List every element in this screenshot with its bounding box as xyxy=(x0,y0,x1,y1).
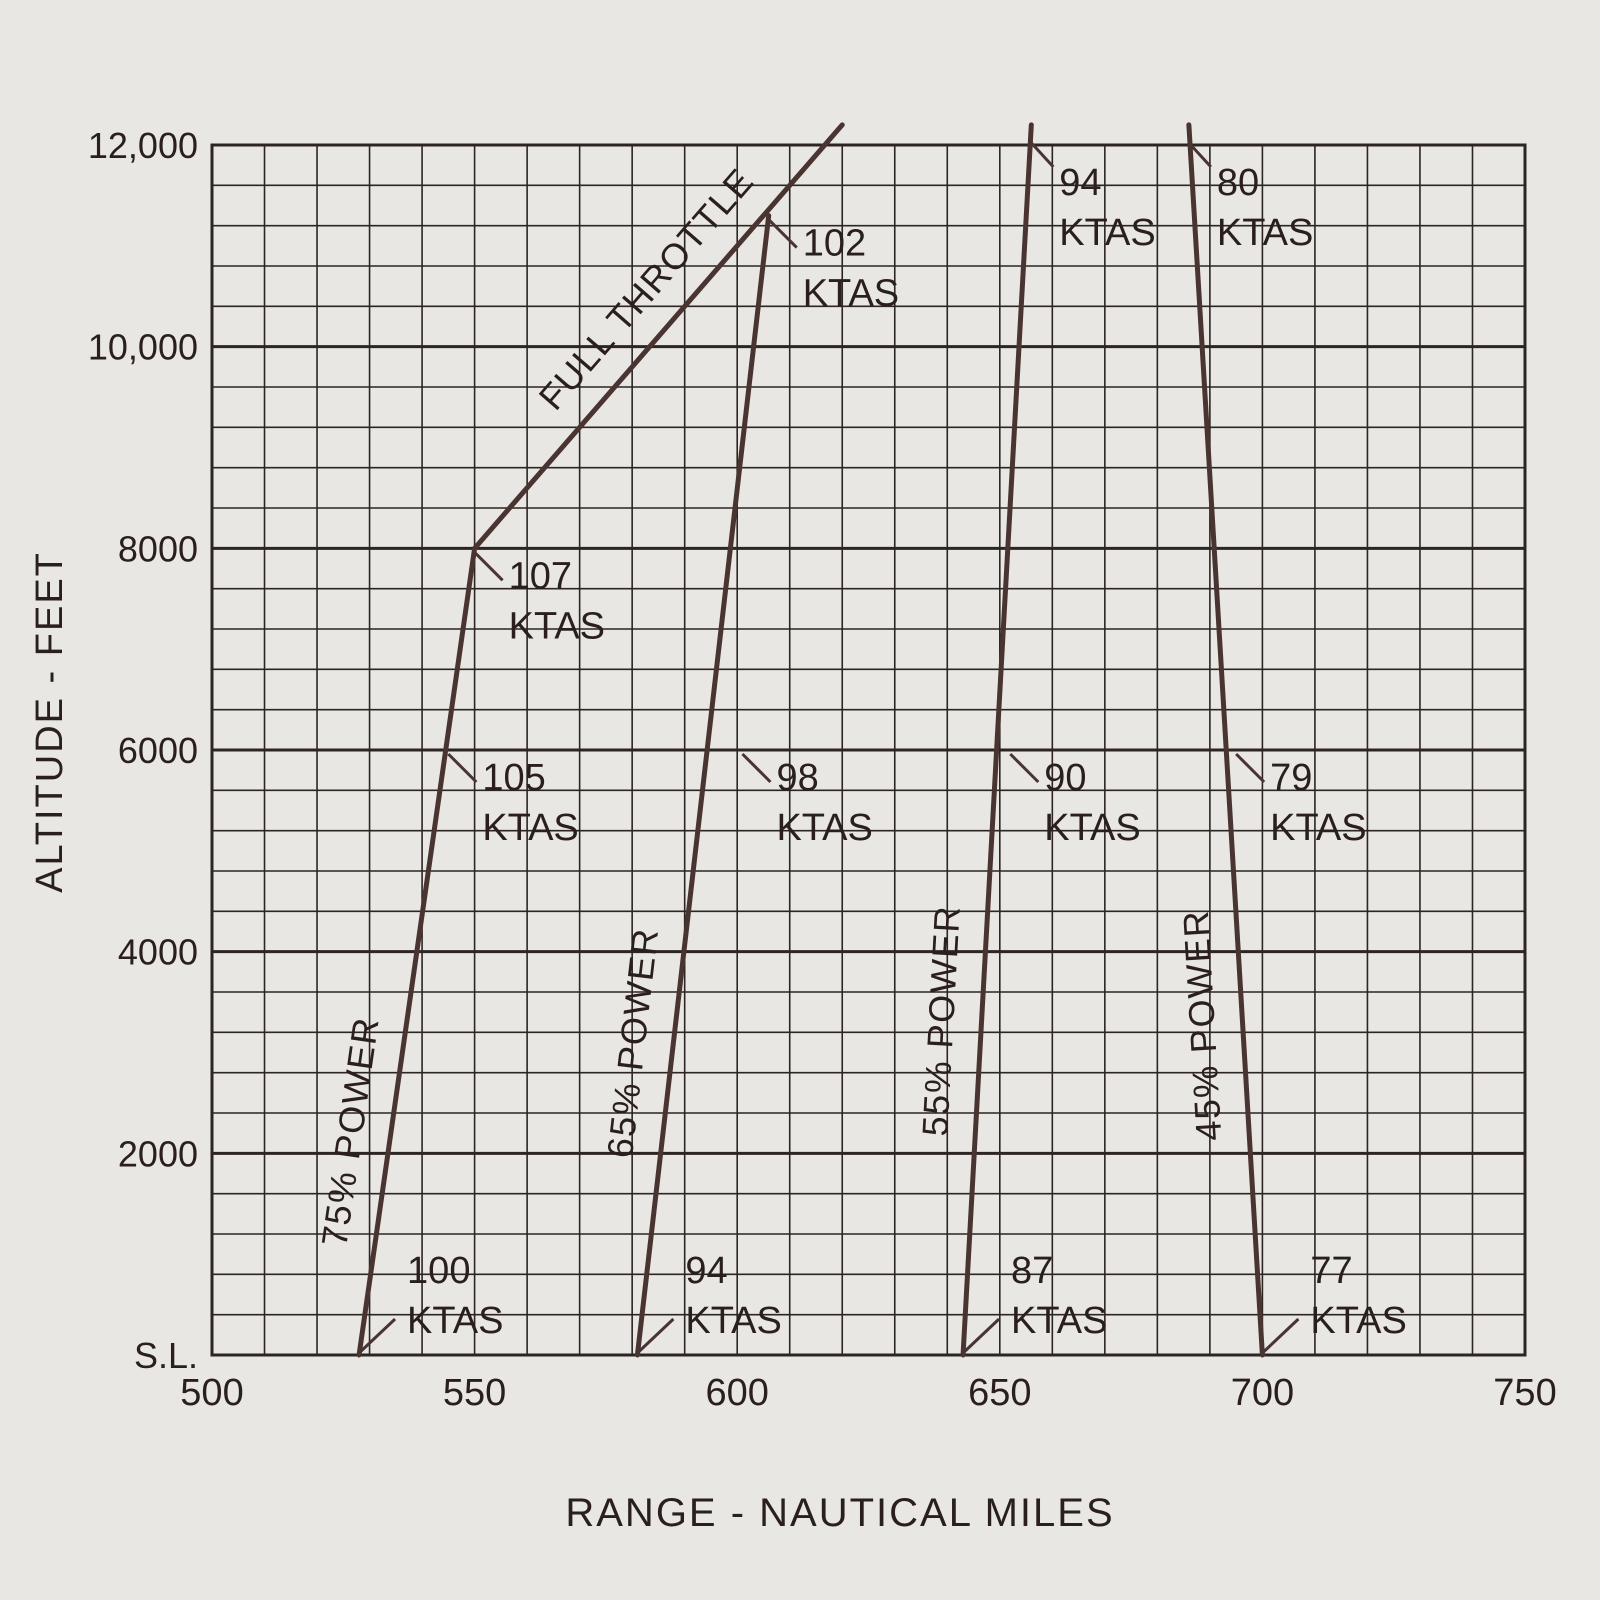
ktas-unit: KTAS xyxy=(407,1300,503,1342)
y-tick-label: 10,000 xyxy=(88,327,198,368)
x-axis-title: RANGE - NAUTICAL MILES xyxy=(565,1491,1114,1535)
series-label: 75% POWER xyxy=(313,1014,386,1249)
series-line xyxy=(472,122,845,551)
x-tick-label: 550 xyxy=(443,1372,506,1414)
annotation-leader xyxy=(1009,752,1040,784)
ktas-value: 87 xyxy=(1011,1250,1053,1292)
ktas-annotation: 77 KTAS xyxy=(1261,1250,1407,1355)
ktas-annotation: 105 KTAS xyxy=(447,752,579,849)
annotation-leader xyxy=(767,218,798,249)
ktas-value: 77 xyxy=(1310,1250,1352,1292)
y-tick-label: S.L. xyxy=(134,1335,198,1376)
annotation-leader xyxy=(1235,752,1266,784)
ktas-value: 94 xyxy=(1059,162,1101,204)
series-label: FULL THROTTLE xyxy=(531,160,762,418)
ktas-annotation: 79 KTAS xyxy=(1235,752,1367,849)
y-axis-title: ALTITUDE - FEET xyxy=(29,551,71,893)
ktas-unit: KTAS xyxy=(1059,212,1155,254)
ktas-value: 105 xyxy=(482,757,545,799)
ktas-annotation: 102 KTAS xyxy=(767,218,899,315)
y-tick-label: 8000 xyxy=(118,528,198,569)
series-line xyxy=(356,545,478,1358)
x-tick-label: 750 xyxy=(1493,1372,1556,1414)
ktas-unit: KTAS xyxy=(1011,1300,1107,1342)
annotation-leader xyxy=(447,752,478,784)
ktas-unit: KTAS xyxy=(1044,807,1140,849)
ktas-value: 107 xyxy=(509,555,572,597)
y-tick-label: 6000 xyxy=(118,730,198,771)
x-tick-label: 700 xyxy=(1231,1372,1294,1414)
plot-frame xyxy=(210,143,1527,1357)
series-line xyxy=(1186,122,1265,1358)
series-layer: 75% POWER 65% POWER 55% POWER 45% POWER FULL… xyxy=(313,122,1265,1358)
ktas-unit: KTAS xyxy=(803,273,899,315)
ktas-value: 90 xyxy=(1044,757,1086,799)
major-grid xyxy=(212,345,1525,1155)
ktas-unit: KTAS xyxy=(776,807,872,849)
ktas-unit: KTAS xyxy=(1217,212,1313,254)
x-tick-label: 600 xyxy=(705,1372,768,1414)
ktas-unit: KTAS xyxy=(509,605,605,647)
ktas-annotation: 94 KTAS xyxy=(636,1250,782,1355)
annotation-leader xyxy=(1187,141,1212,168)
series-line xyxy=(960,122,1034,1358)
annotation-leader xyxy=(358,1317,397,1355)
ktas-annotation: 98 KTAS xyxy=(741,752,873,849)
y-tick-label: 12,000 xyxy=(88,125,198,166)
ktas-annotation: 107 KTAS xyxy=(473,551,605,647)
annotation-leader xyxy=(962,1317,1001,1355)
annotation-leader xyxy=(473,551,504,582)
ktas-value: 79 xyxy=(1270,757,1312,799)
series-label: 45% POWER xyxy=(1175,908,1230,1142)
ktas-unit: KTAS xyxy=(1310,1300,1406,1342)
annotation-layer: 100 KTAS 105 KTAS 107 KTAS 94 KTAS 98 KTAS 102 KTAS… xyxy=(358,141,1407,1355)
ktas-value: 94 xyxy=(685,1250,727,1292)
ktas-annotation: 80 KTAS xyxy=(1187,141,1313,254)
ktas-value: 102 xyxy=(803,223,866,265)
annotation-leader xyxy=(1261,1317,1300,1355)
series-label: 65% POWER xyxy=(599,925,666,1160)
ktas-annotation: 87 KTAS xyxy=(962,1250,1107,1355)
ktas-unit: KTAS xyxy=(482,807,578,849)
annotation-leader xyxy=(741,752,772,784)
x-tick-labels: 500 550 600 650 700 750 xyxy=(180,1372,1556,1414)
ktas-unit: KTAS xyxy=(1270,807,1366,849)
x-tick-label: 650 xyxy=(968,1372,1031,1414)
ktas-value: 80 xyxy=(1217,162,1259,204)
ktas-value: 98 xyxy=(776,757,818,799)
ktas-annotation: 94 KTAS xyxy=(1030,141,1156,254)
series-label: 55% POWER xyxy=(914,904,968,1137)
y-tick-labels: S.L. 2000 4000 6000 8000 10,000 12,000 xyxy=(88,125,198,1376)
series-line xyxy=(634,213,772,1358)
ktas-annotation: 90 KTAS xyxy=(1009,752,1141,849)
ktas-annotation: 100 KTAS xyxy=(358,1250,503,1355)
annotation-leader xyxy=(1030,141,1055,168)
annotation-leader xyxy=(636,1317,675,1355)
ktas-unit: KTAS xyxy=(685,1300,781,1342)
y-tick-label: 4000 xyxy=(118,932,198,973)
y-tick-label: 2000 xyxy=(118,1133,198,1174)
x-tick-label: 500 xyxy=(180,1372,243,1414)
ktas-value: 100 xyxy=(407,1250,470,1292)
